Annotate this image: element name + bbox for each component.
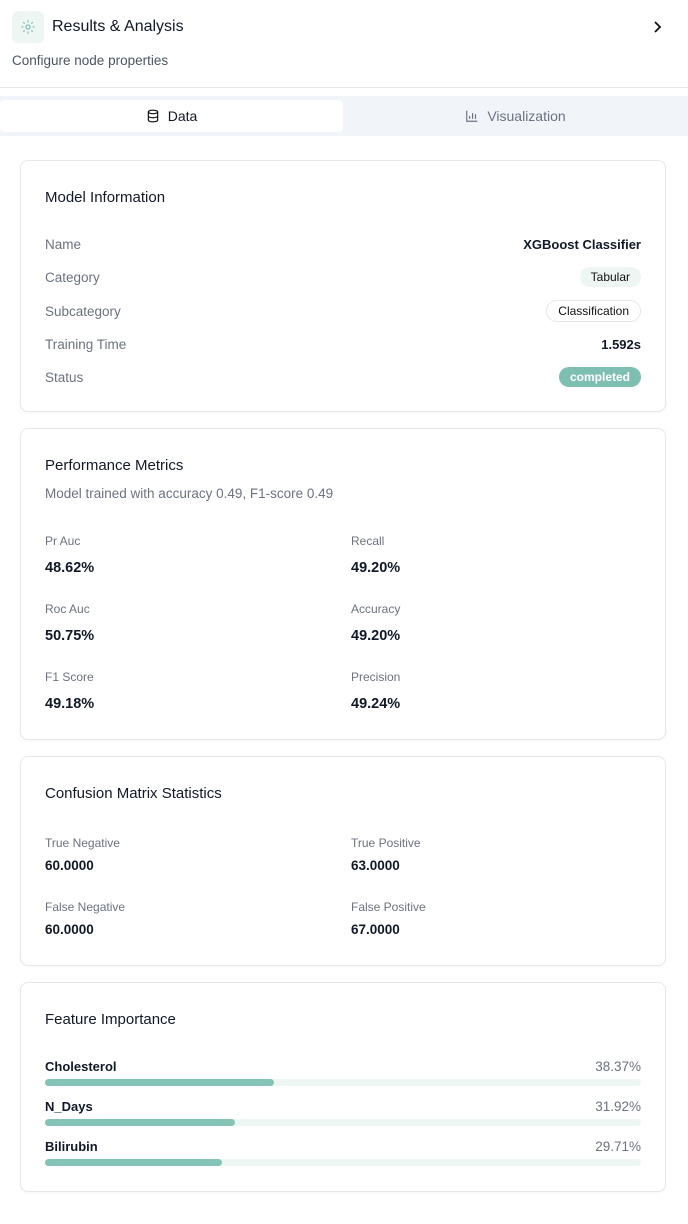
metric-label: Precision <box>351 670 401 684</box>
feature-bar <box>45 1079 274 1086</box>
metric: Roc Auc 50.75% <box>45 602 94 644</box>
feature-value: 38.37% <box>595 1058 641 1074</box>
stat: False Positive 67.0000 <box>351 900 426 937</box>
metric-value: 49.20% <box>351 628 401 644</box>
stat-label: True Positive <box>351 836 421 850</box>
info-value: Tabular <box>579 267 641 287</box>
stat-label: False Negative <box>45 900 126 914</box>
metric-value: 49.18% <box>45 696 95 712</box>
feature-value: 31.92% <box>595 1098 641 1114</box>
feature-bar <box>45 1159 223 1166</box>
stat-label: True Negative <box>45 836 120 850</box>
header-title: Results & Analysis <box>52 18 184 35</box>
header-subtitle: Configure node properties <box>12 53 169 68</box>
header-icon <box>12 11 44 43</box>
tab-label: Visualization <box>487 108 566 124</box>
stat: True Positive 63.0000 <box>351 836 421 873</box>
metric-label: Accuracy <box>351 602 401 616</box>
collapse-chevron[interactable] <box>650 20 664 34</box>
feature-name: Cholesterol <box>45 1058 117 1074</box>
info-value: Classification <box>546 300 641 322</box>
metric-value: 49.24% <box>351 696 401 712</box>
metric-value: 50.75% <box>45 628 95 644</box>
info-row: Category Tabular <box>45 265 641 289</box>
metric-label: F1 Score <box>45 670 94 684</box>
feature-bar <box>45 1119 236 1126</box>
info-row: Subcategory Classification <box>45 299 641 323</box>
feature-track <box>45 1119 641 1126</box>
info-row: Status completed <box>45 365 641 389</box>
feature-row: Cholesterol 38.37% <box>45 1057 641 1075</box>
info-label: Status <box>45 369 84 385</box>
feature-track <box>45 1079 641 1086</box>
info-value: 1.592s <box>601 336 641 352</box>
tab[interactable]: Visualization <box>343 100 688 132</box>
tab-label: Data <box>167 108 198 124</box>
divider <box>0 87 688 88</box>
info-label: Subcategory <box>45 303 121 319</box>
feature-name: Bilirubin <box>45 1138 98 1154</box>
info-value: completed <box>558 367 641 387</box>
card-title: Feature Importance <box>45 1011 176 1028</box>
feature-value: 29.71% <box>595 1138 641 1154</box>
stat-value: 63.0000 <box>351 858 400 873</box>
stat-value: 60.0000 <box>45 858 94 873</box>
metric-label: Roc Auc <box>45 602 90 616</box>
card-description: Model trained with accuracy 0.49, F1-sco… <box>45 486 334 501</box>
feature-row: N_Days 31.92% <box>45 1097 641 1115</box>
metric: Recall 49.20% <box>351 534 400 576</box>
card-title: Performance Metrics <box>45 457 184 474</box>
info-label: Training Time <box>45 336 127 352</box>
info-row: Training Time 1.592s <box>45 332 641 356</box>
metric: Precision 49.24% <box>351 670 400 712</box>
info-value: XGBoost Classifier <box>523 236 641 252</box>
info-label: Name <box>45 236 82 252</box>
tab[interactable]: Data <box>0 100 343 132</box>
info-label: Category <box>45 269 100 285</box>
metric: Pr Auc 48.62% <box>45 534 94 576</box>
stat: False Negative 60.0000 <box>45 900 125 937</box>
metrics-card: Performance Metrics Model trained with a… <box>20 428 666 740</box>
stat-value: 60.0000 <box>45 922 94 937</box>
feature-track <box>45 1159 641 1166</box>
metric-value: 49.20% <box>351 560 401 576</box>
stat: True Negative 60.0000 <box>45 836 120 873</box>
metric-label: Pr Auc <box>45 534 81 548</box>
stat-value: 67.0000 <box>351 922 400 937</box>
stat-label: False Positive <box>351 900 426 914</box>
confusion-card: Confusion Matrix Statistics True Negative… <box>20 756 666 966</box>
feature-name: N_Days <box>45 1098 93 1114</box>
info-row: Name XGBoost Classifier <box>45 232 641 256</box>
metric-label: Recall <box>351 534 385 548</box>
metric-value: 48.62% <box>45 560 95 576</box>
model-info-card: Model Information Name XGBoost Classifier C… <box>20 160 666 412</box>
feature-card: Feature Importance Cholesterol 38.37% N_Day… <box>20 982 666 1192</box>
card-title: Confusion Matrix Statistics <box>45 785 222 802</box>
card-title: Model Information <box>45 189 166 206</box>
metric: F1 Score 49.18% <box>45 670 94 712</box>
feature-row: Bilirubin 29.71% <box>45 1137 641 1155</box>
metric: Accuracy 49.20% <box>351 602 400 644</box>
